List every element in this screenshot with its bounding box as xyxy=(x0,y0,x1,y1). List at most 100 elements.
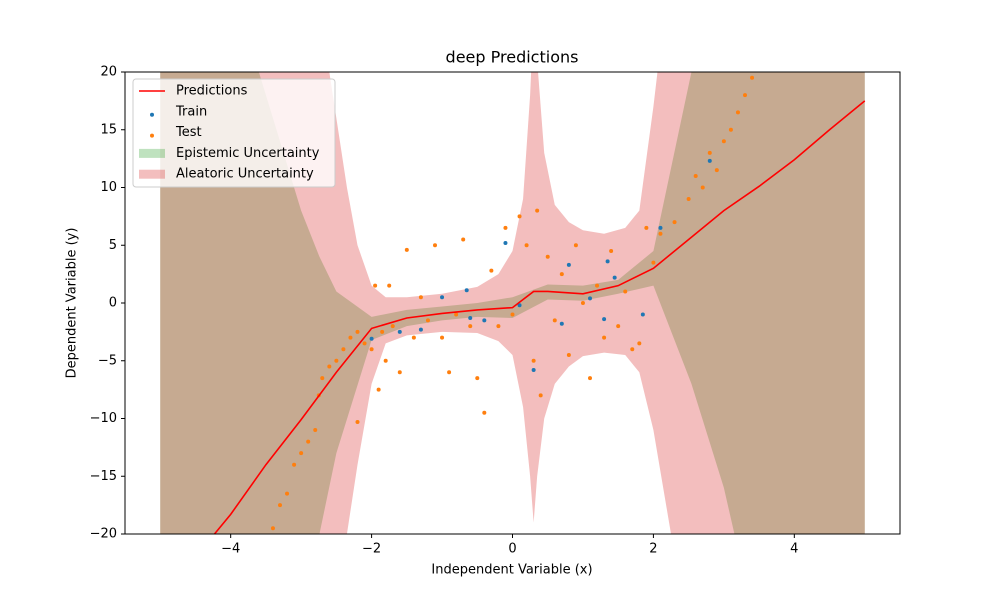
scatter-point xyxy=(637,341,642,346)
scatter-point xyxy=(482,410,487,415)
y-tick-label: 0 xyxy=(109,296,117,311)
scatter-point xyxy=(447,370,452,375)
scatter-point xyxy=(373,283,378,288)
scatter-point xyxy=(559,321,564,326)
legend-patch xyxy=(139,169,165,179)
scatter-point xyxy=(482,318,487,323)
scatter-point xyxy=(517,214,522,219)
scatter-point xyxy=(496,324,501,329)
y-tick-label: 15 xyxy=(100,122,117,137)
y-tick-label: −20 xyxy=(90,527,117,542)
scatter-point xyxy=(387,283,392,288)
scatter-point xyxy=(538,393,543,398)
scatter-point xyxy=(306,439,311,444)
uncertainty-band xyxy=(160,72,865,534)
x-tick-label: −2 xyxy=(362,542,381,557)
scatter-point xyxy=(418,295,423,300)
y-tick-label: 10 xyxy=(100,180,117,195)
scatter-point xyxy=(510,312,515,317)
scatter-point xyxy=(369,336,374,341)
scatter-point xyxy=(531,367,536,372)
scatter-point xyxy=(292,462,297,467)
scatter-point xyxy=(623,289,628,294)
scatter-point xyxy=(376,387,381,392)
y-tick-label: −5 xyxy=(98,353,117,368)
y-tick-label: 5 xyxy=(109,238,117,253)
scatter-point xyxy=(440,335,445,340)
scatter-point xyxy=(700,185,705,190)
scatter-point xyxy=(721,139,726,144)
scatter-point xyxy=(750,75,755,80)
scatter-point xyxy=(552,318,557,323)
scatter-point xyxy=(735,110,740,115)
scatter-point xyxy=(362,341,367,346)
legend-marker xyxy=(150,112,154,117)
scatter-point xyxy=(517,303,522,308)
scatter-point xyxy=(602,335,607,340)
legend-label: Test xyxy=(175,125,202,140)
scatter-point xyxy=(640,312,645,317)
scatter-point xyxy=(658,231,663,236)
x-axis-label: Independent Variable (x) xyxy=(431,563,592,578)
x-tick-label: −4 xyxy=(221,542,240,557)
scatter-point xyxy=(404,247,409,252)
scatter-point xyxy=(278,503,282,508)
scatter-point xyxy=(566,262,571,267)
scatter-point xyxy=(686,197,691,202)
scatter-point xyxy=(503,225,508,230)
scatter-point xyxy=(707,158,712,163)
scatter-point xyxy=(355,419,360,424)
scatter-point xyxy=(380,329,385,334)
y-tick-label: −10 xyxy=(90,411,117,426)
scatter-point xyxy=(433,243,437,248)
y-tick-label: −15 xyxy=(90,469,117,484)
scatter-point xyxy=(468,316,473,321)
scatter-point xyxy=(644,225,649,230)
uncertainty-band xyxy=(160,72,865,534)
scatter-point xyxy=(707,150,712,155)
scatter-point xyxy=(612,275,617,280)
legend-label: Aleatoric Uncertainty xyxy=(176,167,314,182)
scatter-point xyxy=(693,173,698,178)
scatter-point xyxy=(285,491,290,496)
scatter-point xyxy=(566,352,571,357)
chart-title: deep Predictions xyxy=(446,48,579,67)
scatter-point xyxy=(464,288,469,293)
scatter-point xyxy=(461,237,466,242)
scatter-point xyxy=(327,364,332,369)
scatter-point xyxy=(348,335,353,340)
scatter-point xyxy=(454,312,459,317)
scatter-point xyxy=(320,376,325,381)
scatter-point xyxy=(588,376,592,381)
scatter-point xyxy=(299,451,304,456)
scatter-point xyxy=(559,272,564,277)
legend-box xyxy=(132,78,336,188)
scatter-point xyxy=(397,370,402,375)
scatter-point xyxy=(535,208,540,213)
legend: Predictions Train Test Epistemic Uncertaint… xyxy=(132,78,336,188)
scatter-point xyxy=(605,259,610,264)
legend-label: Epistemic Uncertainty xyxy=(176,146,320,161)
scatter-point xyxy=(588,296,592,301)
scatter-point xyxy=(531,358,536,363)
y-axis-label: Dependent Variable (y) xyxy=(65,228,80,379)
legend-label: Predictions xyxy=(176,84,248,99)
scatter-point xyxy=(524,243,529,248)
scatter-point xyxy=(672,220,677,225)
legend-marker xyxy=(150,133,154,138)
scatter-point xyxy=(411,335,416,340)
scatter-point xyxy=(418,327,423,332)
scatter-point xyxy=(270,526,275,531)
scatter-point xyxy=(313,428,318,433)
plot-area xyxy=(160,72,866,534)
scatter-point xyxy=(658,225,663,230)
scatter-point xyxy=(545,254,550,259)
scatter-point xyxy=(425,318,430,323)
scatter-point xyxy=(630,347,635,352)
scatter-point xyxy=(503,240,508,245)
y-tick-label: 20 xyxy=(100,65,117,80)
scatter-point xyxy=(728,127,733,132)
scatter-point xyxy=(397,329,402,334)
scatter-point xyxy=(573,243,578,248)
